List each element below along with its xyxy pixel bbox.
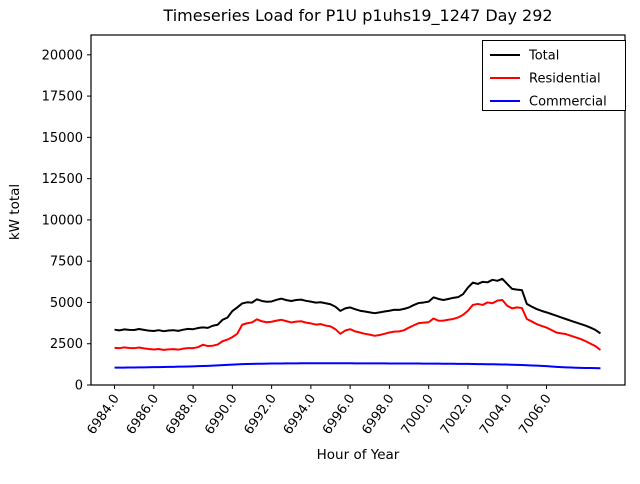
chart-title: Timeseries Load for P1U p1uhs19_1247 Day… (162, 6, 552, 26)
y-tick-label: 5000 (50, 296, 83, 311)
y-tick-label: 15000 (42, 131, 83, 146)
x-axis-ticks: 6984.0 6986.0 6988.0 6990.0 6992.0 6994.0 6996… (84, 385, 555, 438)
series-line-total (114, 277, 602, 335)
x-axis-label: Hour of Year (317, 447, 400, 463)
series-line-residential (114, 298, 602, 351)
y-tick-label: 7500 (50, 255, 83, 270)
x-tick-label: 6998.0 (359, 392, 397, 438)
y-axis-label: kW total (7, 184, 23, 240)
y-tick-label: 12500 (42, 172, 83, 187)
x-tick-label: 6984.0 (84, 392, 122, 438)
x-tick-label: 6992.0 (242, 392, 280, 438)
y-axis-ticks: 0 2500 5000 7500 10000 12500 15000 17500 20000 (42, 48, 91, 394)
y-tick-label: 17500 (42, 90, 83, 105)
x-tick-label: 6988.0 (163, 392, 201, 438)
legend-label-residential: Residential (529, 72, 601, 87)
y-tick-label: 0 (75, 379, 83, 394)
x-tick-label: 7004.0 (477, 392, 515, 438)
legend-label-commercial: Commercial (529, 95, 607, 110)
x-tick-label: 7006.0 (516, 392, 554, 438)
x-tick-label: 6990.0 (202, 392, 240, 438)
x-tick-label: 6986.0 (124, 392, 162, 438)
legend: Total Residential Commercial (482, 40, 626, 111)
x-tick-label: 7000.0 (399, 392, 437, 438)
data-series (114, 277, 602, 370)
x-tick-label: 7002.0 (438, 392, 476, 438)
y-tick-label: 10000 (42, 213, 83, 228)
legend-label-total: Total (528, 49, 559, 64)
series-line-commercial (114, 362, 601, 370)
y-tick-label: 20000 (42, 48, 83, 63)
x-tick-label: 6996.0 (320, 392, 358, 438)
x-tick-label: 6994.0 (281, 392, 319, 438)
y-tick-label: 2500 (50, 337, 83, 352)
legend-box (482, 40, 626, 111)
